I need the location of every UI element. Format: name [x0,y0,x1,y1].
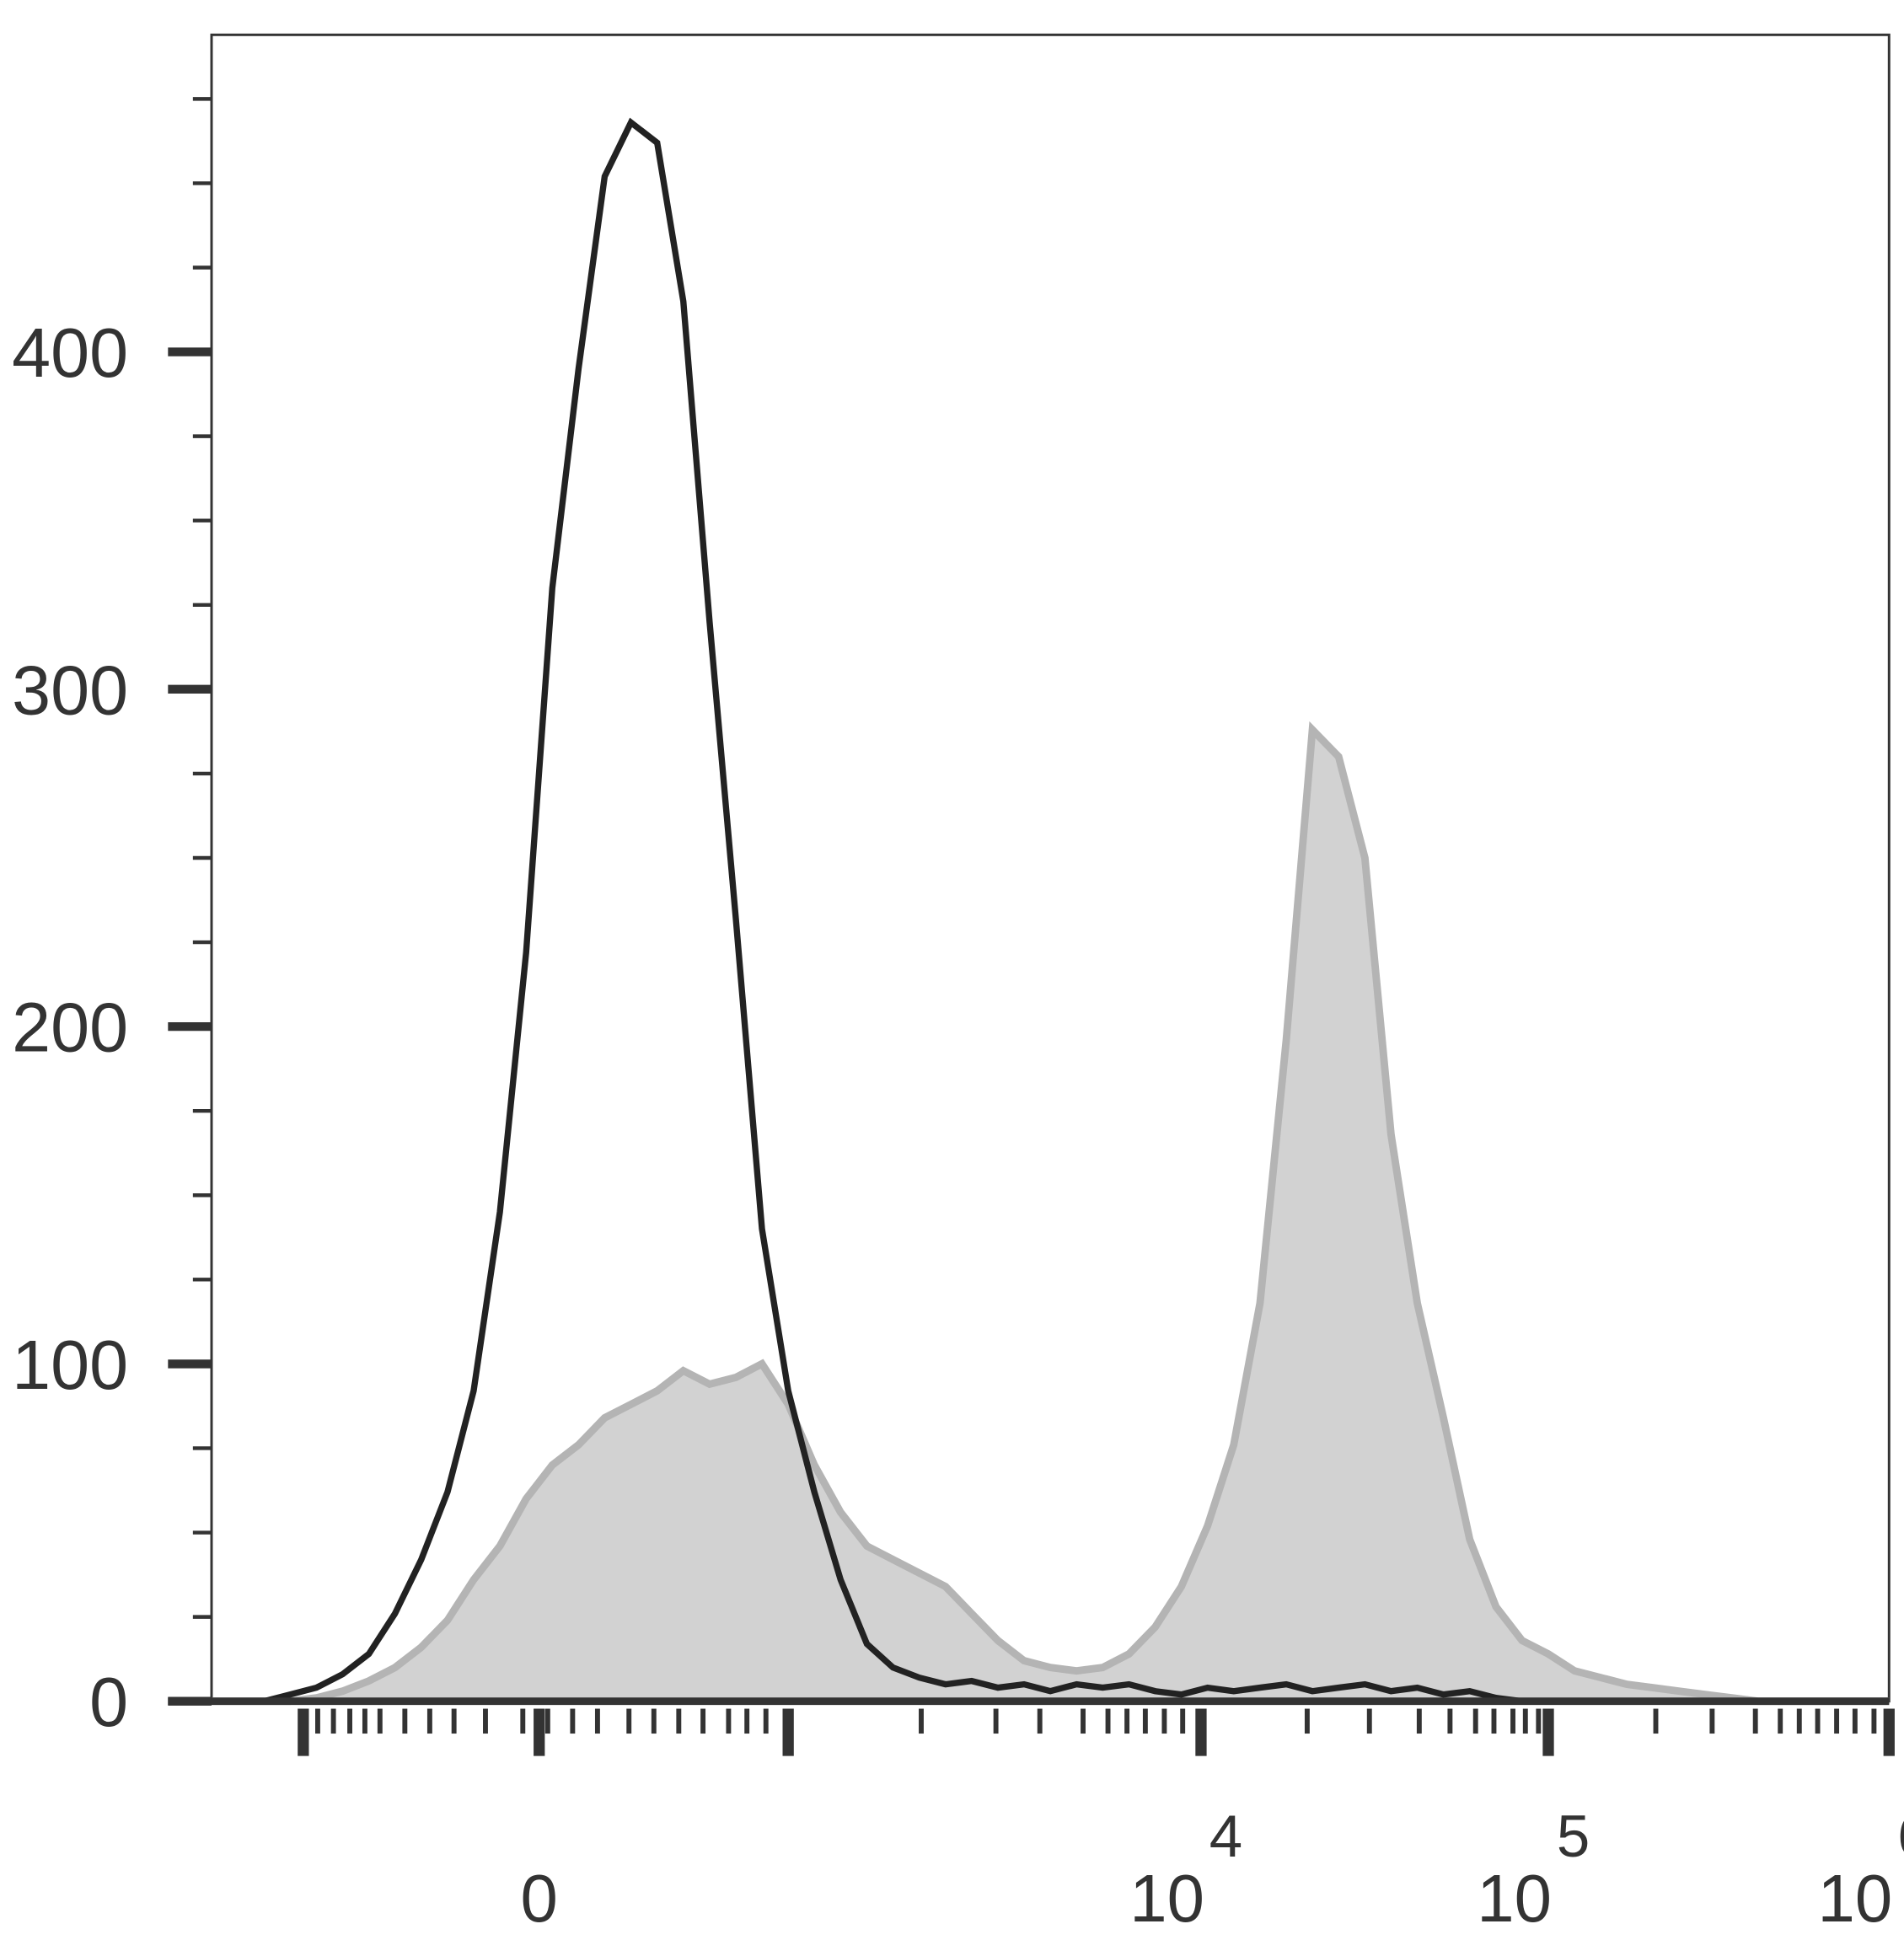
y-tick-label: 300 [12,651,128,729]
x-tick-label-exponent: 5 [1557,1803,1590,1870]
x-tick-label-exponent: 6 [1897,1803,1904,1870]
line [212,117,1890,1705]
y-tick-label: 100 [12,1326,128,1404]
line [212,721,1890,1706]
y-tick-label: 0 [89,1663,128,1741]
area [212,729,1890,1702]
plot-frame [210,33,1891,1703]
y-tick-label: 400 [12,314,128,392]
x-tick-label: 104 [1129,1803,1242,1936]
y-tick-label: 200 [12,989,128,1067]
x-tick-label: 105 [1477,1803,1590,1936]
x-tick-label-exponent: 4 [1209,1803,1242,1870]
x-tick-label: 0 [521,1861,558,1936]
x-tick-label: 106 [1818,1803,1904,1936]
x-tick-label-base: 10 [1818,1861,1893,1936]
x-tick-label-base: 0 [521,1861,558,1936]
x-tick-label-base: 10 [1477,1861,1552,1936]
x-tick-label-base: 10 [1129,1861,1204,1936]
